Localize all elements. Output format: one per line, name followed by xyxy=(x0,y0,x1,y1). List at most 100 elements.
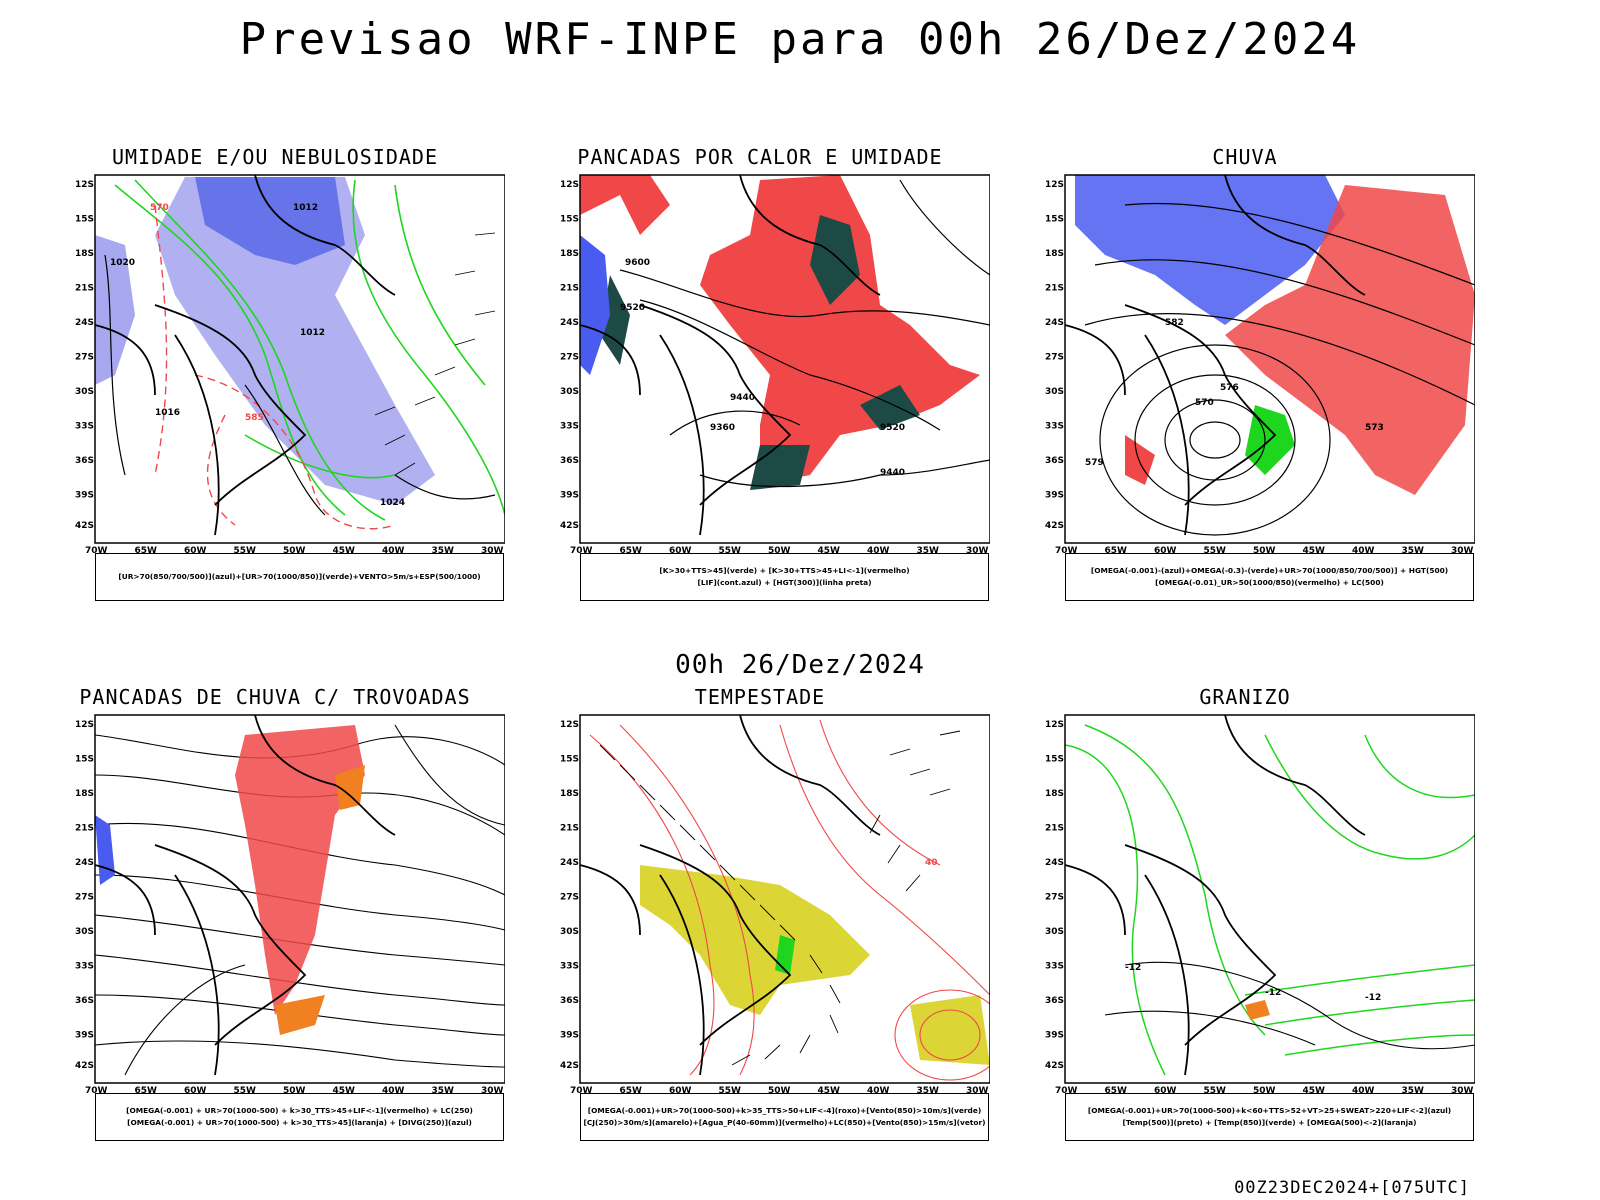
lon-tick-label: 60W xyxy=(184,1086,207,1095)
lon-axis: 70W 65W 60W 55W 50W 45W 40W 35W 30W xyxy=(570,1086,989,1095)
humidity-left-fill xyxy=(95,235,135,385)
panel-legend: [OMEGA(-0.001)+UR>70(1000-500)+k>35_TTS>… xyxy=(580,1093,989,1141)
contour-label: -12 xyxy=(1125,963,1141,973)
hgt500-low xyxy=(1134,374,1296,506)
panel-tempestade: TEMPESTADE 40 12S 15S 18S 21S 24S 27S 30S 33S 36… xyxy=(530,685,990,1155)
legend-line: [OMEGA(-0.01)_UR>50(1000/850)(vermelho) … xyxy=(1155,578,1384,587)
lon-tick-label: 50W xyxy=(283,546,306,555)
lat-tick-label: 12S xyxy=(75,180,94,190)
streamline xyxy=(94,954,505,1006)
wind-vector xyxy=(374,232,496,476)
unstable-teal-fill xyxy=(860,385,920,430)
lon-tick-label: 70W xyxy=(1055,546,1078,555)
lat-tick-label: 18S xyxy=(560,789,579,799)
hgt500-low xyxy=(1099,344,1331,536)
panel-legend: [OMEGA(-0.001)-(azul)+OMEGA(-0.3)-(verde… xyxy=(1065,553,1474,601)
lat-tick-label: 18S xyxy=(560,249,579,259)
panel-title: CHUVA xyxy=(1212,145,1278,169)
lon-tick-label: 50W xyxy=(1253,1086,1276,1095)
lon-tick-label: 40W xyxy=(1352,1086,1375,1095)
panel-legend: [K>30+TTS>45](verde) + [K>30+TTS>45+LI<-… xyxy=(580,553,989,601)
lon-tick-label: 40W xyxy=(382,546,405,555)
lat-tick-label: 30S xyxy=(1045,927,1064,937)
map-umidade: 1012 1012 1016 1020 1024 570 585 12S15S1… xyxy=(75,174,505,555)
lon-tick-label: 40W xyxy=(1352,546,1375,555)
lon-tick-label: 35W xyxy=(432,1086,455,1095)
panel-umidade: UMIDADE E/OU NEBULOSIDADE xyxy=(45,145,505,615)
lat-tick-label: 36S xyxy=(75,456,94,466)
lon-tick-label: 65W xyxy=(620,546,643,555)
lat-tick-label: 15S xyxy=(75,755,94,765)
lon-tick-label: 45W xyxy=(818,1086,841,1095)
lat-tick-label: 27S xyxy=(1045,893,1064,903)
storm-orange-fill xyxy=(275,995,325,1035)
lon-tick-label: 45W xyxy=(1303,1086,1326,1095)
green-contour-4 xyxy=(394,184,486,386)
country-borders xyxy=(1064,174,1366,536)
panel-chuva: CHUVA 582 579 576 570 573 12S 15S 18 xyxy=(1015,145,1475,615)
legend-line: [K>30+TTS>45](verde) + [K>30+TTS>45+LI<-… xyxy=(659,566,910,575)
panel-title: PANCADAS POR CALOR E UMIDADE xyxy=(577,145,943,169)
lat-tick-label: 21S xyxy=(1045,824,1064,834)
lon-tick-label: 45W xyxy=(333,546,356,555)
panel-trovoadas: PANCADAS DE CHUVA C/ TROVOADAS 12S 15S xyxy=(45,685,505,1155)
lat-tick-label: 27S xyxy=(560,353,579,363)
lon-tick-label: 55W xyxy=(719,1086,742,1095)
legend-line: [OMEGA(-0.001)+UR>70(1000-500)+k>35_TTS>… xyxy=(587,1106,982,1115)
lon-tick-label: 30W xyxy=(481,1086,504,1095)
hgt300-contour xyxy=(619,269,990,326)
lat-tick-label: 12S xyxy=(560,180,579,190)
streamline xyxy=(94,1040,505,1068)
lon-tick-label: 60W xyxy=(669,1086,692,1095)
lon-tick-label: 35W xyxy=(917,546,940,555)
contour-label: 1012 xyxy=(300,328,325,338)
hgt500-low xyxy=(1189,421,1241,459)
streamline xyxy=(94,914,505,966)
panel-legend: [OMEGA(-0.001)+UR>70(1000-500)+k<60+TTS>… xyxy=(1065,1093,1474,1141)
map-granizo: -12 -12 -12 12S 15S 18S 21S 24S 27S 30S 33S 36S 3… xyxy=(1045,714,1475,1095)
lon-tick-label: 70W xyxy=(85,1086,108,1095)
lat-tick-label: 33S xyxy=(1045,422,1064,432)
lat-axis: 12S 15S 18S 21S 24S 27S 30S 33S 36S 39S 42S xyxy=(1045,720,1064,1071)
lon-tick-label: 30W xyxy=(966,546,989,555)
divergence-blue xyxy=(95,815,115,885)
lon-tick-label: 50W xyxy=(768,546,791,555)
lat-tick-label: 15S xyxy=(1045,755,1064,765)
green-contour-3 xyxy=(352,179,505,516)
lat-tick-label: 30S xyxy=(560,387,579,397)
lat-tick-label: 24S xyxy=(1045,858,1064,868)
lon-tick-label: 35W xyxy=(1402,546,1425,555)
map-frame xyxy=(1064,714,1475,1084)
unstable-red-fill xyxy=(700,175,980,485)
legend-line: [OMEGA(-0.001) + UR>70(1000-500) + k>30_… xyxy=(127,1118,472,1127)
hgt300-contour xyxy=(639,299,941,431)
jet-yellow-fill xyxy=(640,865,870,1015)
lat-tick-label: 36S xyxy=(1045,456,1064,466)
legend-line: [OMEGA(-0.001)+UR>70(1000-500)+k<60+TTS>… xyxy=(1087,1106,1452,1115)
lat-tick-label: 15S xyxy=(560,215,579,225)
lat-tick-label: 12S xyxy=(1045,720,1064,730)
lat-tick-label: 42S xyxy=(560,521,579,531)
lon-tick-label: 65W xyxy=(620,1086,643,1095)
precip-water-contour xyxy=(589,734,715,1076)
contour-label: 573 xyxy=(1365,423,1384,433)
map-frame xyxy=(579,714,990,1084)
map-trovoadas: 12S 15S 18S 21S 24S 27S 30S 33S 36S 39S 42S 70W 65W… xyxy=(75,714,505,1095)
lat-tick-label: 36S xyxy=(75,996,94,1006)
lat-axis: 12S 15S 18S 21S 24S 27S 30S 33S 36S 39S 42S xyxy=(1045,180,1064,531)
panel-title: PANCADAS DE CHUVA C/ TROVOADAS xyxy=(79,685,471,709)
lat-tick-label: 15S xyxy=(1045,215,1064,225)
lon-tick-label: 60W xyxy=(184,546,207,555)
lat-axis: 12S 15S 18S 21S 24S 27S 30S 33S 36S 39S 42S xyxy=(75,180,94,531)
contour-label: -12 xyxy=(1365,993,1381,1003)
lon-tick-label: 65W xyxy=(135,1086,158,1095)
omega-blue-fill xyxy=(1075,175,1345,325)
run-timestamp: 00Z23DEC2024+[075UTC] xyxy=(1234,1178,1470,1198)
lat-tick-label: 30S xyxy=(560,927,579,937)
lat-tick-label: 27S xyxy=(75,893,94,903)
lon-tick-label: 35W xyxy=(432,546,455,555)
lon-axis: 70W 65W 60W 55W 50W 45W 40W 35W 30W xyxy=(85,1086,504,1095)
hgt500-contour xyxy=(1094,259,1475,346)
green-contour-2 xyxy=(134,179,386,521)
lon-tick-label: 70W xyxy=(570,546,593,555)
